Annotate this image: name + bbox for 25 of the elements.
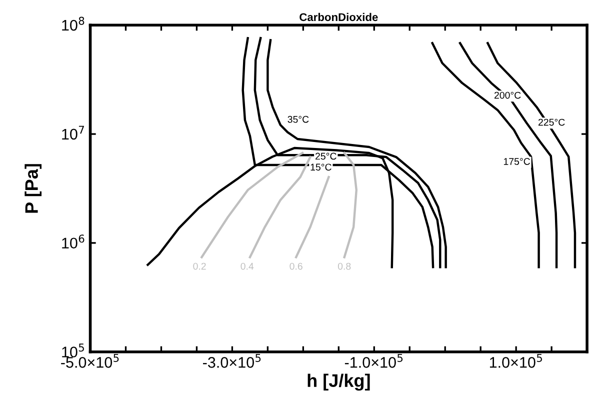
y-axis-title: P [Pa] [24, 164, 42, 213]
line-series [294, 176, 330, 258]
x-axis-title: h [J/kg] [308, 374, 370, 391]
annotation: 0.4 [240, 262, 254, 270]
chart-title: CarbonDioxide [300, 12, 378, 22]
x-tick-label: 1.0×10$^{5}$ [490, 354, 542, 368]
line-series [431, 42, 540, 268]
y-tick-label: 10$^{8}$ [62, 16, 84, 31]
annotation: 175°C [504, 158, 530, 165]
annotation: 0.2 [193, 262, 206, 270]
annotation: 15°C [310, 164, 332, 171]
annotation: 0.8 [338, 262, 351, 270]
line-series [248, 156, 312, 258]
x-tick-label: -3.0×10$^{5}$ [203, 354, 261, 368]
line-series [343, 152, 358, 258]
x-tick-label: -1.0×10$^{5}$ [344, 354, 403, 368]
annotation: 35°C [288, 116, 309, 123]
line-series [200, 152, 304, 258]
annotation: 0.6 [290, 262, 302, 270]
y-tick-label: 10$^{7}$ [62, 126, 84, 140]
annotation: 200°C [494, 92, 521, 99]
annotation: 225°C [538, 118, 565, 126]
annotation: 25°C [316, 152, 336, 160]
y-tick-label: 10$^{6}$ [62, 234, 84, 249]
line-series [486, 42, 576, 268]
